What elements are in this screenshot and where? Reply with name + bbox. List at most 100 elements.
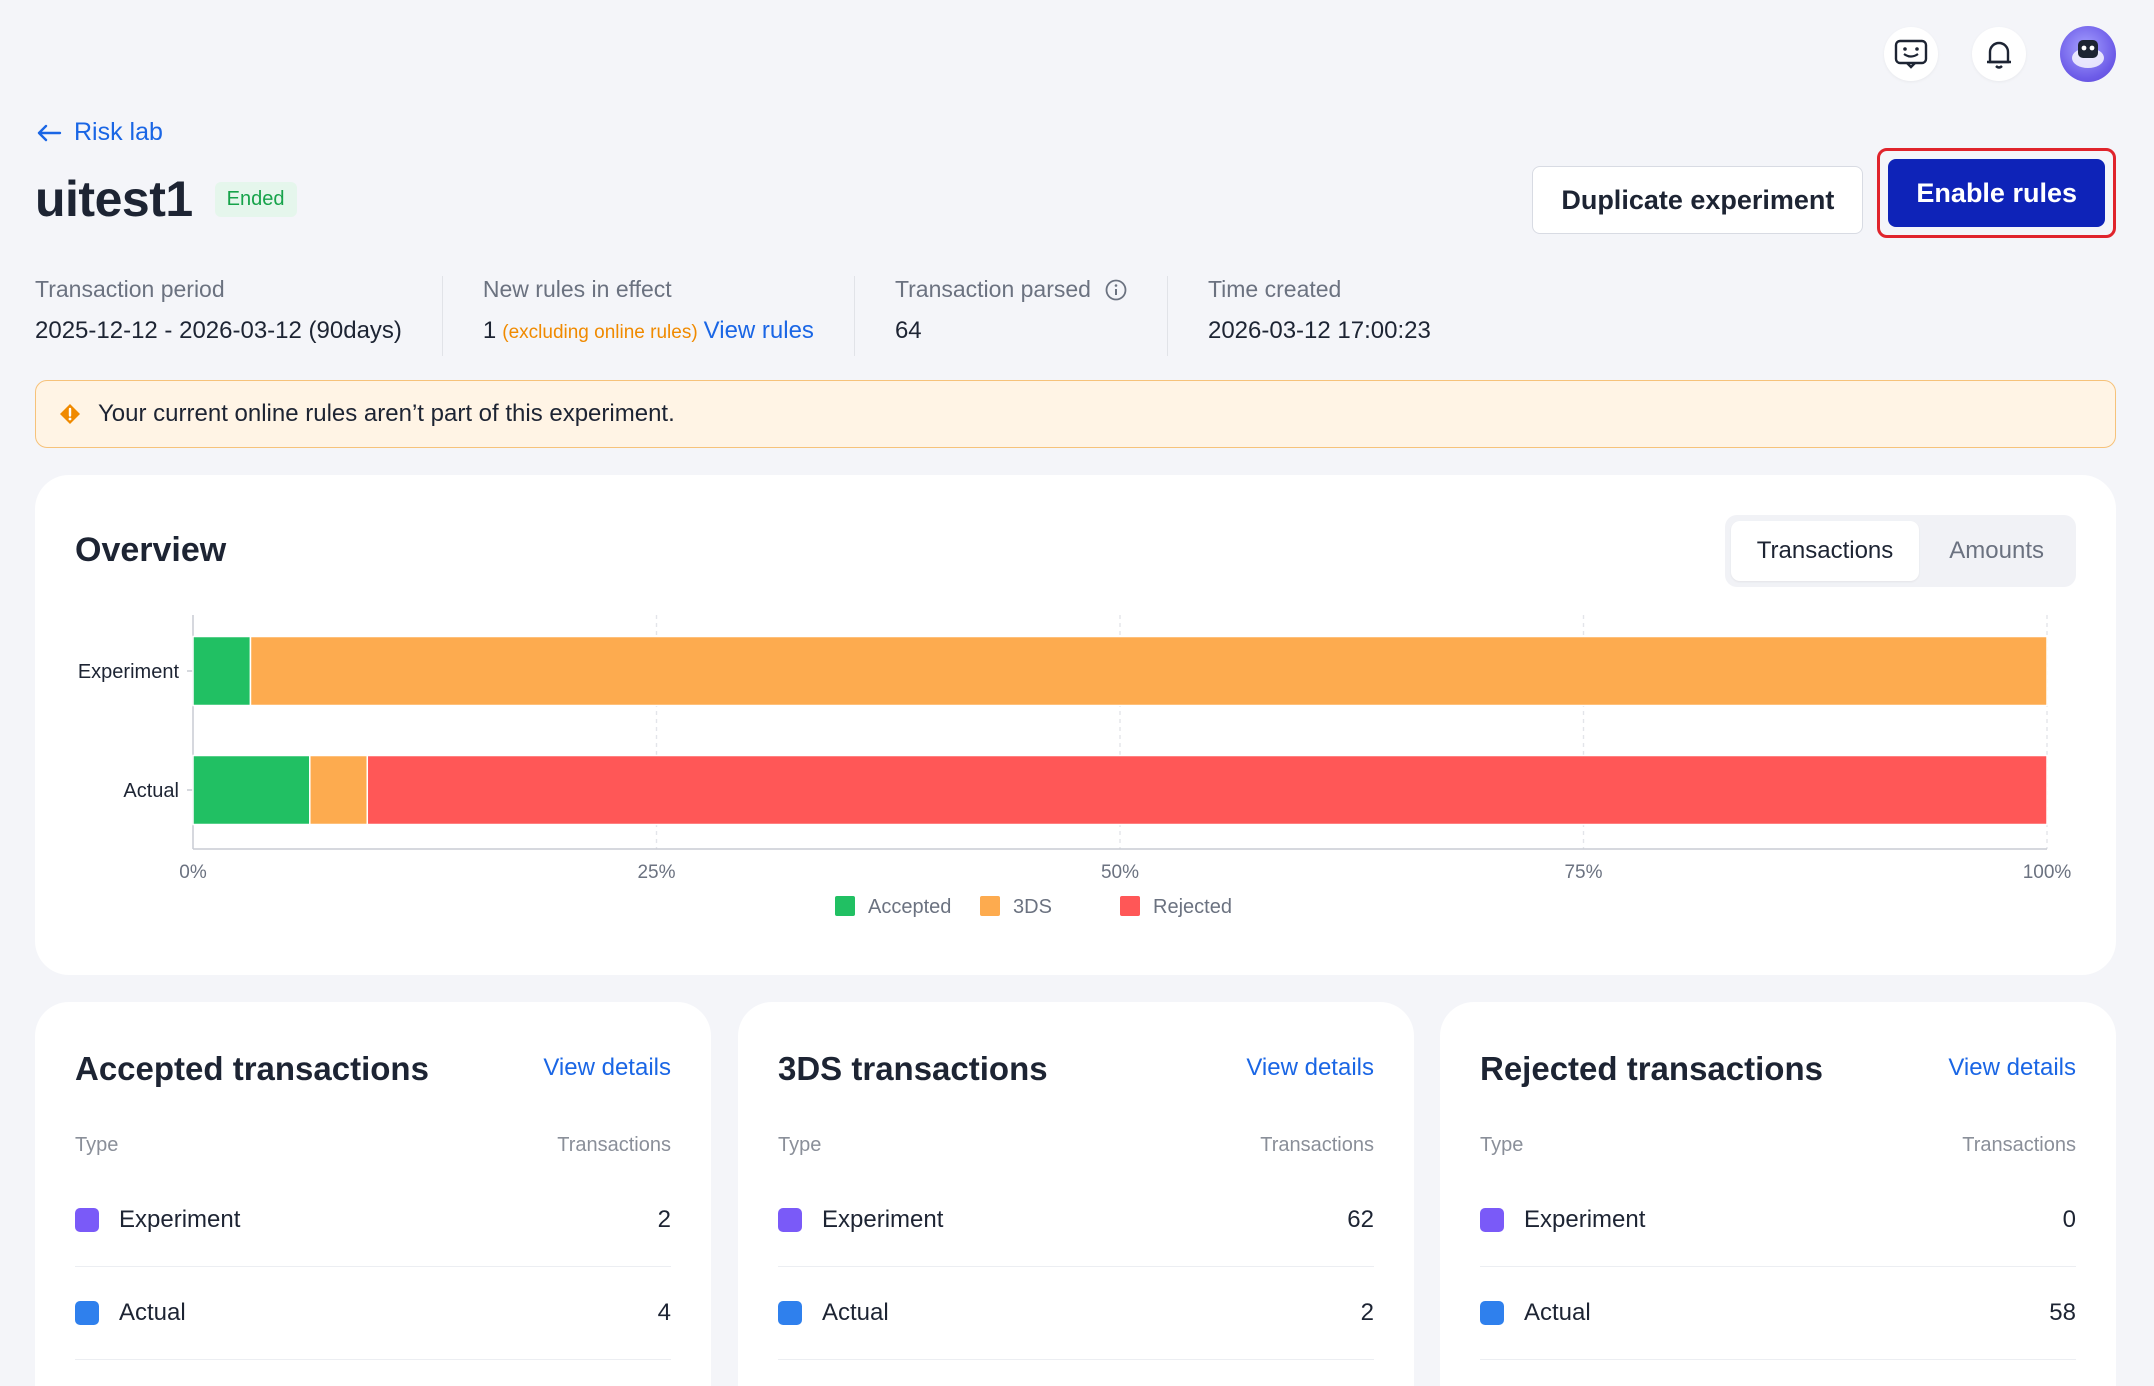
period-value: 2025-12-12 - 2026-03-12 (90days) xyxy=(35,317,402,345)
row-label: Experiment xyxy=(1524,1206,1646,1233)
legend-label-accepted: Accepted xyxy=(868,896,951,918)
view-details-link[interactable]: View details xyxy=(1948,1054,2076,1081)
row-label: Actual xyxy=(119,1299,186,1326)
title-row: uitest1 Ended xyxy=(35,170,297,228)
x-tick-label: 75% xyxy=(1564,862,1602,883)
table-header: Type Transactions xyxy=(778,1134,1374,1157)
col-transactions: Transactions xyxy=(1260,1134,1374,1156)
enable-rules-highlight: Enable rules xyxy=(1877,148,2116,238)
feedback-icon[interactable] xyxy=(1884,27,1938,81)
card-title: 3DS transactions xyxy=(778,1050,1048,1087)
card-title: Rejected transactions xyxy=(1480,1050,1823,1087)
parsed-value: 64 xyxy=(895,317,1127,345)
overview-toggle: Transactions Amounts xyxy=(1724,515,2076,587)
x-tick-label: 100% xyxy=(2023,862,2072,883)
col-type: Type xyxy=(1480,1134,1524,1156)
created-value-text: 2026-03-12 17:00:23 xyxy=(1207,317,1431,344)
info-parsed: Transaction parsed 64 xyxy=(895,276,1168,356)
period-value-text: 2025-12-12 - 2026-03-12 (90days) xyxy=(35,317,402,344)
table-row: Actual 2 xyxy=(778,1267,1374,1360)
alert-text: Your current online rules aren’t part of… xyxy=(98,400,675,427)
status-badge: Ended xyxy=(214,181,297,217)
col-transactions: Transactions xyxy=(1962,1134,2076,1156)
y-category-label: Actual xyxy=(123,780,179,802)
rules-label: New rules in effect xyxy=(482,276,672,302)
tab-amounts[interactable]: Amounts xyxy=(1949,537,2044,564)
card-title: Accepted transactions xyxy=(75,1050,429,1087)
row-value: 4 xyxy=(657,1299,671,1326)
view-details-link[interactable]: View details xyxy=(1246,1054,1374,1081)
period-label: Transaction period xyxy=(35,276,225,302)
rules-count: 1 xyxy=(482,317,497,344)
bar-accepted-experiment xyxy=(192,635,252,707)
bell-icon[interactable] xyxy=(1972,27,2026,81)
actual-swatch xyxy=(75,1301,99,1325)
breadcrumb-back-link[interactable]: Risk lab xyxy=(36,118,163,147)
view-rules-link[interactable]: View rules xyxy=(703,317,814,344)
tab-transactions[interactable]: Transactions xyxy=(1730,521,1920,581)
row-label: Actual xyxy=(1524,1299,1591,1326)
overview-title: Overview xyxy=(75,531,227,569)
row-value: 2 xyxy=(1360,1299,1374,1326)
row-value: 58 xyxy=(2049,1299,2076,1326)
avatar[interactable] xyxy=(2060,26,2116,82)
rejected-transactions-card: Rejected transactions View details Type … xyxy=(1440,1002,2116,1386)
legend-swatch-accepted xyxy=(835,896,855,916)
row-label: Experiment xyxy=(822,1206,944,1233)
3ds-transactions-card: 3DS transactions View details Type Trans… xyxy=(738,1002,1414,1386)
legend-label-rejected: Rejected xyxy=(1153,896,1232,918)
overview-chart: 0% 25% 50% 75% 100% Experiment Actual Accepted 3… xyxy=(78,615,2072,918)
x-tick-label: 50% xyxy=(1101,862,1139,883)
x-tick-label: 25% xyxy=(637,862,675,883)
table-row: Experiment 0 xyxy=(1480,1174,2076,1267)
table-row: Experiment 62 xyxy=(778,1174,1374,1267)
y-category-label: Experiment xyxy=(78,661,180,683)
table-header: Type Transactions xyxy=(75,1134,671,1157)
bar-accepted-actual xyxy=(192,754,311,826)
col-type: Type xyxy=(75,1134,119,1156)
legend-swatch-3ds xyxy=(980,896,1000,916)
rules-value: 1 (excluding online rules) View rules xyxy=(483,317,814,345)
col-transactions: Transactions xyxy=(557,1134,671,1156)
rules-note: (excluding online rules) xyxy=(502,322,698,343)
legend-label-3ds: 3DS xyxy=(1013,896,1052,918)
col-type: Type xyxy=(778,1134,822,1156)
row-label: Experiment xyxy=(119,1206,241,1233)
parsed-label-text: Transaction parsed xyxy=(894,276,1091,302)
top-bar xyxy=(1884,26,2116,82)
created-label: Time created xyxy=(1207,276,1342,302)
duplicate-experiment-button[interactable]: Duplicate experiment xyxy=(1532,166,1864,234)
actual-swatch xyxy=(778,1301,802,1325)
experiment-swatch xyxy=(75,1208,99,1232)
table-row: Actual 58 xyxy=(1480,1267,2076,1360)
info-icon[interactable] xyxy=(1105,279,1127,301)
x-tick-label: 0% xyxy=(179,862,207,883)
info-period: Transaction period 2025-12-12 - 2026-03-… xyxy=(35,276,443,356)
row-value: 62 xyxy=(1347,1206,1374,1233)
page-title: uitest1 xyxy=(35,171,193,227)
row-label: Actual xyxy=(822,1299,889,1326)
row-value: 0 xyxy=(2062,1206,2076,1233)
breadcrumb-label: Risk lab xyxy=(74,118,163,146)
table-row: Actual 4 xyxy=(75,1267,671,1360)
experiment-info: Transaction period 2025-12-12 - 2026-03-… xyxy=(35,276,1511,356)
table-row: Experiment 2 xyxy=(75,1174,671,1267)
info-created: Time created 2026-03-12 17:00:23 xyxy=(1208,276,1471,356)
experiment-swatch xyxy=(1480,1208,1504,1232)
row-value: 2 xyxy=(657,1206,671,1233)
created-value: 2026-03-12 17:00:23 xyxy=(1208,317,1431,345)
experiment-swatch xyxy=(778,1208,802,1232)
accepted-transactions-card: Accepted transactions View details Type … xyxy=(35,1002,711,1386)
view-details-link[interactable]: View details xyxy=(543,1054,671,1081)
table-header: Type Transactions xyxy=(1480,1134,2076,1157)
enable-rules-button[interactable]: Enable rules xyxy=(1888,159,2105,227)
arrow-left-icon xyxy=(37,124,62,141)
parsed-label: Transaction parsed xyxy=(895,276,1127,303)
bar-rejected-actual xyxy=(366,754,2048,826)
bar-3ds-actual xyxy=(309,754,369,826)
warning-icon xyxy=(60,404,80,424)
header-actions: Duplicate experiment Enable rules xyxy=(1532,148,2116,238)
overview-card: Overview Transactions Amounts 0% 25% 50% 75… xyxy=(35,475,2116,975)
parsed-value-text: 64 xyxy=(894,317,922,344)
info-rules: New rules in effect 1 (excluding online … xyxy=(483,276,855,356)
